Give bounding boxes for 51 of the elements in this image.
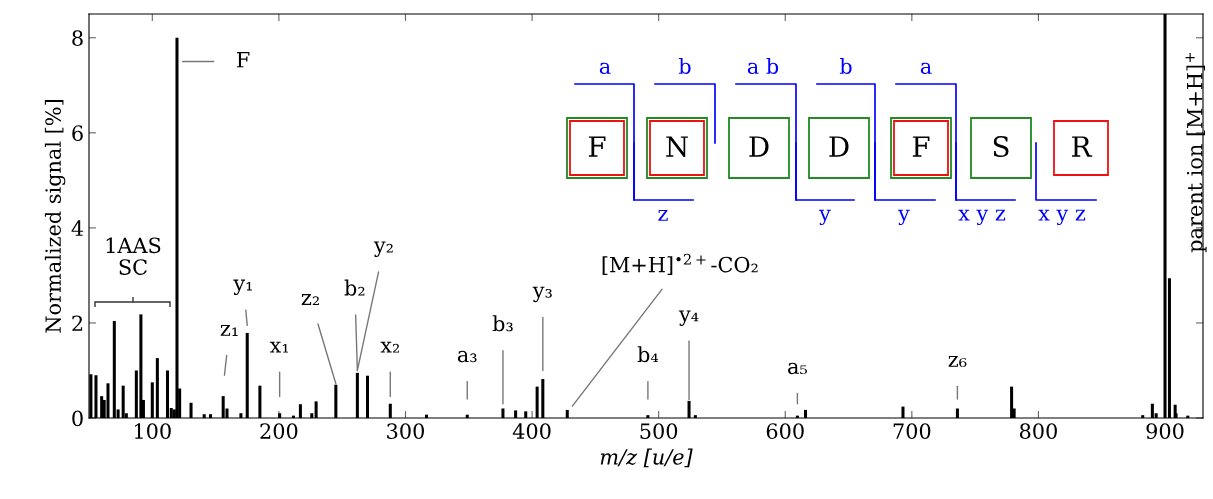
annotation: x₁ bbox=[269, 341, 289, 353]
annotation: y₄ bbox=[678, 310, 699, 326]
annotation: y bbox=[819, 209, 831, 226]
annotation: b₃ bbox=[492, 315, 513, 332]
annotation: D bbox=[829, 136, 849, 157]
x-tick-label: 500 bbox=[640, 423, 678, 439]
annotation: z bbox=[658, 209, 668, 221]
x-tick-label: 900 bbox=[1146, 423, 1184, 439]
annotation: b bbox=[678, 57, 691, 75]
annotation: parent ion [M+H]$^{+}$ bbox=[1185, 53, 1207, 253]
y-tick-label: 0 bbox=[72, 410, 83, 427]
annotation: 1AAS SC bbox=[106, 237, 161, 275]
y-tick-label: 6 bbox=[72, 125, 83, 142]
annotation: R bbox=[1072, 136, 1093, 157]
x-axis-title: m/z [u/e] bbox=[600, 448, 693, 468]
annotation: z₆ bbox=[948, 355, 967, 367]
annotation: b₂ bbox=[344, 279, 365, 296]
x-tick-label: 800 bbox=[1019, 423, 1057, 439]
annotation: [M+H]$^{•2+}$-CO₂ bbox=[602, 253, 758, 275]
annotation: x₂ bbox=[380, 341, 400, 353]
annotation: z₂ bbox=[301, 294, 319, 305]
annotation: N bbox=[666, 136, 688, 158]
annotation: F bbox=[588, 136, 606, 157]
y-tick-label: 2 bbox=[72, 315, 83, 331]
x-tick-label: 200 bbox=[260, 423, 298, 439]
annotation: S bbox=[993, 136, 1009, 158]
annotation: a bbox=[599, 62, 611, 75]
annotation: a₃ bbox=[457, 350, 477, 363]
y-tick-label: 4 bbox=[71, 220, 84, 236]
annotation: F bbox=[236, 52, 250, 68]
annotation: a₅ bbox=[788, 362, 807, 375]
annotation: x y z bbox=[1038, 209, 1086, 226]
x-tick-label: 300 bbox=[387, 423, 424, 439]
x-tick-label: 700 bbox=[893, 423, 931, 439]
annotation: y₁ bbox=[233, 279, 252, 295]
y-axis-title: Normalized signal [%] bbox=[44, 100, 66, 333]
y-tick-label: 8 bbox=[72, 30, 83, 46]
annotation: D bbox=[749, 136, 769, 157]
annotation: y₂ bbox=[373, 241, 393, 257]
annotation: y₃ bbox=[532, 286, 552, 303]
annotation: x y z bbox=[958, 209, 1006, 226]
annotation: a b bbox=[747, 57, 779, 75]
annotation: z₁ bbox=[220, 325, 238, 336]
annotation: b₄ bbox=[637, 346, 659, 363]
x-tick-label: 100 bbox=[134, 423, 171, 439]
annotation: y bbox=[898, 209, 910, 226]
annotation: F bbox=[912, 136, 930, 157]
x-tick-label: 600 bbox=[766, 423, 804, 439]
annotation: a bbox=[920, 62, 932, 75]
x-tick-label: 400 bbox=[512, 423, 551, 439]
annotation: b bbox=[839, 57, 852, 75]
